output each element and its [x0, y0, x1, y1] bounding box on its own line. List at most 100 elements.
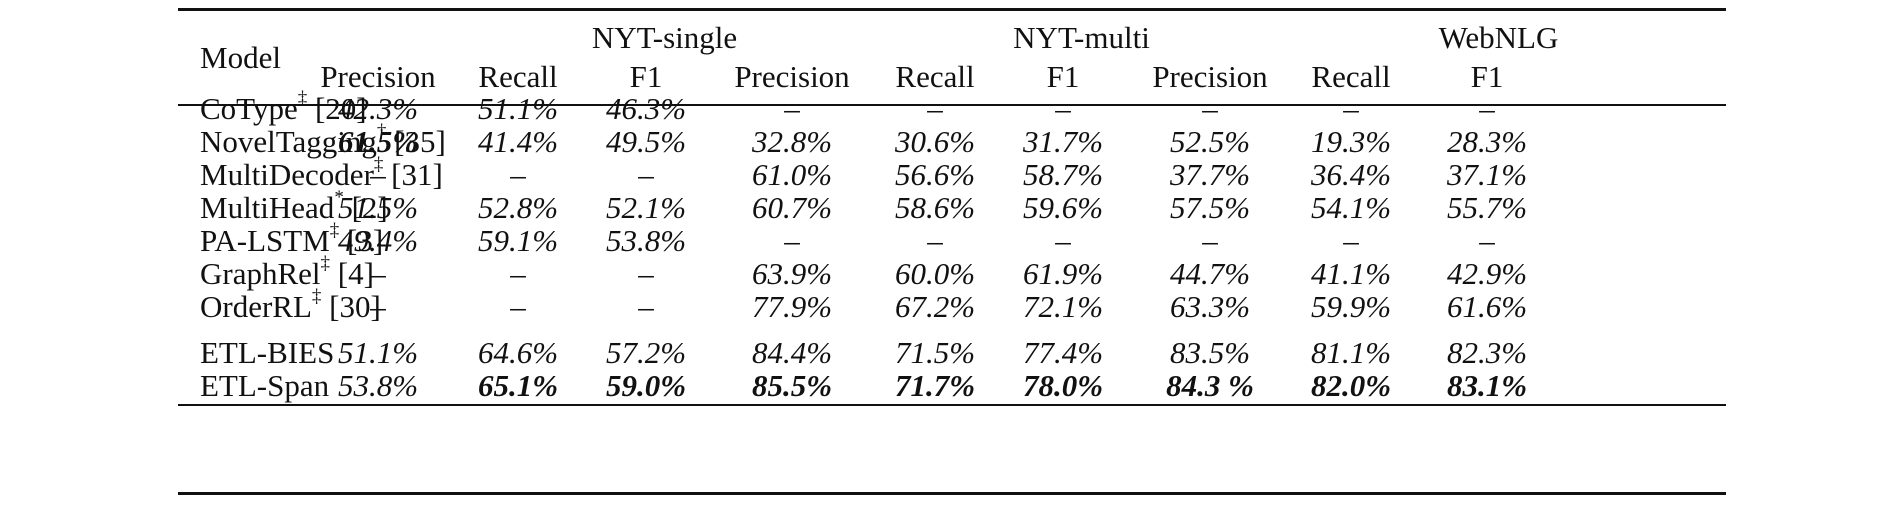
model-column-header: Model [200, 40, 281, 75]
table-cell: 71.7% [894, 368, 976, 403]
table-cell: 49.4% [337, 223, 419, 258]
table-cell: 84.4% [751, 335, 833, 370]
table-cell: 37.7% [1169, 157, 1251, 192]
subheader-6: F1 [1046, 59, 1080, 94]
table-cell: 58.6% [894, 190, 976, 225]
footnote-mark: ‡ [320, 252, 331, 274]
citation-ref: [4] [337, 256, 374, 291]
table-cell: 85.5% [751, 368, 833, 403]
footnote-mark: ‡ [311, 285, 322, 307]
table-cell: – [1343, 223, 1359, 258]
table-cell: 59.9% [1310, 289, 1392, 324]
table-cell: 51.5% [337, 190, 419, 225]
table-cell: – [370, 157, 386, 192]
table-cell: 77.4% [1022, 335, 1104, 370]
table-cell: 81.1% [1310, 335, 1392, 370]
model-name-text: MultiDecoder [200, 157, 374, 192]
table-cell: 44.7% [1169, 256, 1251, 291]
subheader-8: Recall [1311, 59, 1391, 94]
table-cell: – [638, 256, 654, 291]
table-row: ETL-Span 53.8% 65.1% 59.0% 85.5% 71.7% 78.0% 84… [178, 366, 1726, 406]
table-cell: 59.0% [605, 368, 687, 403]
table-cell: 51.1% [477, 91, 559, 126]
table-cell: 84.3 % [1166, 368, 1254, 403]
table-cell: – [370, 256, 386, 291]
table-cell: 57.5% [1169, 190, 1251, 225]
model-name: ETL-BIES [200, 333, 334, 373]
model-name: MultiHead* [2] [200, 188, 388, 228]
table-cell: 31.7% [1022, 124, 1104, 159]
subheader-7: Precision [1152, 59, 1268, 94]
table-cell: 83.1% [1446, 368, 1528, 403]
table-cell: 60.0% [894, 256, 976, 291]
table-cell: 77.9% [751, 289, 833, 324]
table-cell: 49.5% [605, 124, 687, 159]
table-cell: – [638, 157, 654, 192]
table-cell: 53.8% [605, 223, 687, 258]
table-cell: 82.0% [1310, 368, 1392, 403]
table-cell: 52.8% [477, 190, 559, 225]
table-row: ETL-BIES 51.1% 64.6% 57.2% 84.4% 71.5% 77.4% 83… [178, 333, 1726, 373]
table-cell: 67.2% [894, 289, 976, 324]
subheader-3: F1 [629, 59, 663, 94]
table-cell: 52.1% [605, 190, 687, 225]
table-cell: 56.6% [894, 157, 976, 192]
model-name: PA-LSTM‡ [3] [200, 221, 383, 261]
table-cell: 42.3% [337, 91, 419, 126]
table-cell: 61.5% [337, 124, 419, 159]
table-cell: 61.9% [1022, 256, 1104, 291]
table-cell: 30.6% [894, 124, 976, 159]
model-name-text: NovelTagging [200, 124, 377, 159]
table-cell: – [510, 256, 526, 291]
table-cell: – [784, 91, 800, 126]
footnote-mark: * [334, 186, 344, 208]
table-cell: – [370, 289, 386, 324]
table-cell: 59.6% [1022, 190, 1104, 225]
table-cell: – [1343, 91, 1359, 126]
model-name-text: OrderRL [200, 289, 312, 324]
table-cell: 42.9% [1446, 256, 1528, 291]
table-row: PA-LSTM‡ [3] 49.4% 59.1% 53.8% – – – – – – [178, 221, 1726, 261]
table-cell: – [1479, 91, 1495, 126]
table-cell: 83.5% [1169, 335, 1251, 370]
table-cell: 78.0% [1022, 368, 1104, 403]
subheader-9: F1 [1470, 59, 1504, 94]
table-row: CoType‡ [20] 42.3% 51.1% 46.3% – – – – – – [178, 89, 1726, 129]
table-cell: 57.2% [605, 335, 687, 370]
table-cell: 28.3% [1446, 124, 1528, 159]
table-cell: 58.7% [1022, 157, 1104, 192]
table-cell: 82.3% [1446, 335, 1528, 370]
table-cell: – [927, 91, 943, 126]
model-name-text: CoType [200, 91, 298, 126]
model-name-text: ETL-BIES [200, 335, 335, 370]
table-cell: 54.1% [1310, 190, 1392, 225]
model-name: GraphRel‡ [4] [200, 254, 374, 294]
model-name: OrderRL‡ [30] [200, 287, 381, 327]
model-name: NovelTagging† [35] [200, 122, 446, 162]
footnote-mark: ‡ [297, 87, 308, 109]
table-cell: 51.1% [337, 335, 419, 370]
table-cell: – [784, 223, 800, 258]
table-cell: 36.4% [1310, 157, 1392, 192]
footnote-mark: † [376, 120, 387, 142]
subheader-5: Recall [895, 59, 975, 94]
model-name-text: MultiHead [200, 190, 335, 225]
model-name-text: ETL-Span [200, 368, 330, 403]
table-cell: – [638, 289, 654, 324]
table-cell: 61.0% [751, 157, 833, 192]
mid-rule [178, 404, 1726, 406]
bottom-rule [178, 492, 1726, 495]
table-row: OrderRL‡ [30] – – –77.9% 67.2% 72.1% 63.3% 59.9… [178, 287, 1726, 327]
citation-ref: [3] [347, 223, 384, 258]
group-header-webnlg: WebNLG [1438, 20, 1559, 55]
model-name-text: GraphRel [200, 256, 321, 291]
header-rule [178, 104, 1726, 106]
table-cell: 71.5% [894, 335, 976, 370]
footnote-mark: ‡ [373, 153, 384, 175]
table-cell: 52.5% [1169, 124, 1251, 159]
table-cell: – [1202, 91, 1218, 126]
model-name: CoType‡ [20] [200, 89, 367, 129]
table-cell: 59.1% [477, 223, 559, 258]
subheader-2: Recall [478, 59, 558, 94]
citation-ref: [35] [394, 124, 446, 159]
